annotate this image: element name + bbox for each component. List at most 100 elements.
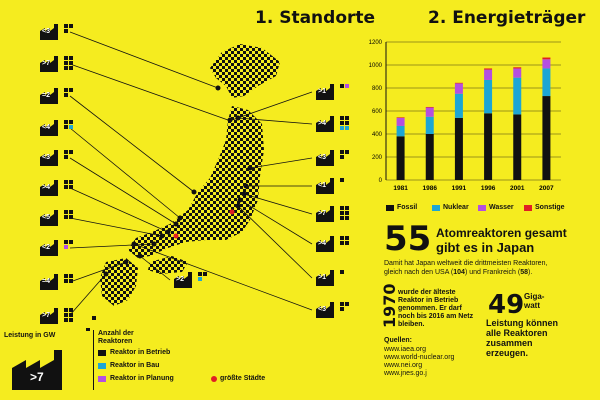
reactor-square <box>64 66 68 70</box>
stat49-number: 49 <box>488 290 525 320</box>
bar-wasser <box>542 59 551 69</box>
legend-bau: Reaktor in Bau <box>110 362 160 369</box>
reactor-square <box>340 121 344 125</box>
legend-anzahl: Anzahl der Reaktoren <box>98 330 134 345</box>
legend-swatch-sonstige <box>524 205 532 211</box>
plant-icon <box>316 150 334 166</box>
legend-label-sonstige: Sonstige <box>535 204 565 211</box>
bar-sonstige <box>396 117 405 118</box>
source-item[interactable]: www.jnes.go.j <box>384 370 427 377</box>
reactor-square <box>345 206 349 210</box>
plant-label: <1 <box>318 182 326 189</box>
plant-icon <box>316 302 334 318</box>
y-tick-label: 1000 <box>369 63 383 69</box>
honshu-island <box>128 106 264 258</box>
plant-icon <box>316 236 334 252</box>
reactor-square <box>69 180 73 184</box>
stat55-number: 55 <box>384 219 432 259</box>
plant-label: >4 <box>42 184 50 191</box>
plant-label: >7 <box>42 60 50 67</box>
plant-right-4: >7 <box>316 206 349 222</box>
reactor-square <box>64 150 68 154</box>
bar-nuklear <box>513 77 522 115</box>
reactor-square <box>340 116 344 120</box>
reactor-square <box>64 155 68 159</box>
plant-left-5: >4 <box>40 180 73 196</box>
y-tick-label: 200 <box>372 155 383 161</box>
reactor-square <box>69 308 73 312</box>
y-tick-label: 600 <box>372 109 383 115</box>
bar-wasser <box>425 107 434 117</box>
plant-icon <box>316 84 334 100</box>
stat49-text: Leistung können alle Reaktoren zusammen … <box>486 318 558 358</box>
bar-sonstige <box>542 57 551 60</box>
plant-left-2: =2 <box>40 88 73 104</box>
plant-left-1: >7 <box>40 56 73 72</box>
reactor-square <box>69 66 73 70</box>
stat55-desc2: gleich nach den USA (104) und Frankreich… <box>384 269 533 276</box>
reactor-square <box>64 24 68 28</box>
reactor-square <box>64 180 68 184</box>
legend-label-fossil: Fossil <box>397 204 418 211</box>
legend-power: Leistung in GW >7 <box>4 332 94 396</box>
plant-icon <box>40 210 58 226</box>
x-tick-label: 1981 <box>393 185 408 192</box>
plant-label: <2 <box>42 244 50 251</box>
legend-plant-icon <box>12 350 62 390</box>
plant-left-0: <3 <box>40 24 73 40</box>
reactor-square <box>69 215 73 219</box>
reactor-square <box>69 279 73 283</box>
stat55-line1: Atomreaktoren gesamt <box>436 226 567 240</box>
plant-right-2: <3 <box>316 150 349 166</box>
plant-label: =2 <box>42 92 50 99</box>
bar-nuklear <box>396 125 405 137</box>
reactor-square <box>340 307 344 311</box>
reactor-square <box>345 84 349 88</box>
plant-right-3: <1 <box>316 178 344 194</box>
reactor-square <box>340 150 344 154</box>
plant-icon <box>316 178 334 194</box>
legend-leistung-label: Leistung in GW <box>4 332 56 339</box>
plant-left-7: <2 <box>40 240 73 256</box>
reactor-square <box>345 302 349 306</box>
reactor-square <box>345 216 349 220</box>
source-item[interactable]: www.nei.org <box>384 362 423 369</box>
source-item[interactable]: www.world-nuclear.org <box>384 354 455 361</box>
plant-icon <box>40 88 58 104</box>
legend-label-wasser: Wasser <box>489 204 514 211</box>
reactor-square <box>69 56 73 60</box>
plant-label: <4 <box>42 124 50 131</box>
plant-icon <box>316 116 334 132</box>
plant-label: >2 <box>176 276 184 283</box>
reactor-square <box>64 308 68 312</box>
plant-icon <box>316 206 334 222</box>
x-tick-label: 1986 <box>423 185 438 192</box>
reactor-square <box>64 240 68 244</box>
plant-bottom: >2 <box>174 272 207 288</box>
bar-nuklear <box>542 68 551 97</box>
stat49-unit: Giga-watt <box>524 292 545 310</box>
plant-left-3: <4 <box>40 120 73 136</box>
legend-staedte: größte Städte <box>220 375 266 382</box>
plant-label: >1 <box>318 274 326 281</box>
reactor-square <box>64 61 68 65</box>
y-tick-label: 800 <box>372 86 383 92</box>
reactor-square <box>69 313 73 317</box>
y-tick-label: 0 <box>379 178 383 184</box>
reactor-square <box>69 318 73 322</box>
stat1970-text: wurde der älteste Reaktor in Betrieb gen… <box>398 289 474 328</box>
plant-label: <3 <box>42 28 50 35</box>
bar-nuklear <box>484 79 493 114</box>
source-item[interactable]: www.iaea.org <box>384 346 427 353</box>
plant-label: >4 <box>318 120 326 127</box>
plant-left-6: <5 <box>40 210 73 226</box>
reactor-square <box>64 56 68 60</box>
legend-big-label: >7 <box>30 370 44 384</box>
reactor-square <box>69 274 73 278</box>
plant-icon <box>40 274 58 290</box>
plant-right-6: >1 <box>316 270 344 286</box>
x-tick-label: 2007 <box>539 185 554 192</box>
bar-fossil <box>484 113 493 180</box>
reactor-square <box>340 206 344 210</box>
plant-right-0: >1 <box>316 84 349 100</box>
